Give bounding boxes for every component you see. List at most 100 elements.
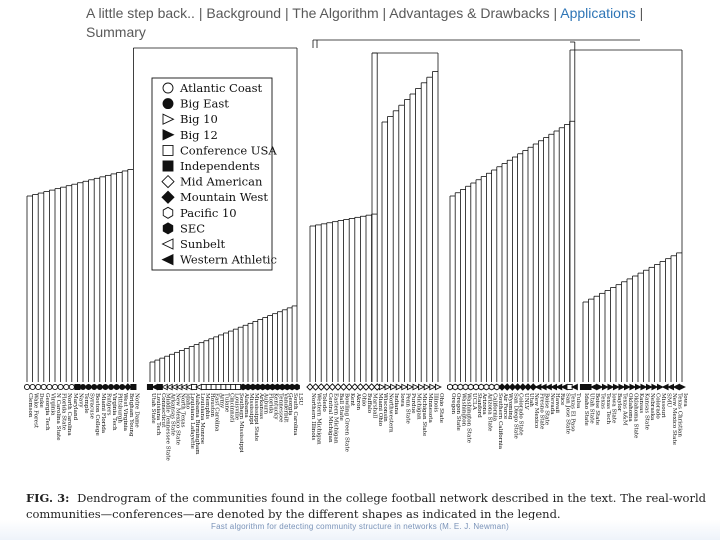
legend-label: Independents xyxy=(180,159,260,173)
team-marker xyxy=(457,383,464,391)
team-label: Fresno State xyxy=(538,393,544,430)
team-label: Connecticut xyxy=(160,393,166,428)
community-c6: Idaho State Utah State Boise State Texas Tex… xyxy=(582,250,688,446)
team-marker xyxy=(254,383,261,391)
team-label: SMU xyxy=(666,393,672,408)
legend-label: Mountain West xyxy=(180,190,268,204)
legend-label: Sunbelt xyxy=(180,237,226,251)
team-label: Mississippi State xyxy=(253,393,259,442)
team-marker xyxy=(306,383,314,391)
legend-marker xyxy=(162,160,174,172)
team-marker xyxy=(585,383,592,391)
figure-caption: FIG. 3: Dendrogram of the communities fo… xyxy=(26,490,706,522)
team-label: South Carolina xyxy=(292,393,298,436)
nav-link-1[interactable]: Background xyxy=(206,5,282,21)
team-marker xyxy=(40,383,47,391)
team-marker xyxy=(473,383,479,391)
team-label: Washington xyxy=(460,393,466,427)
team-marker xyxy=(412,383,420,391)
team-marker xyxy=(200,383,207,391)
team-label: Oklahoma xyxy=(627,393,633,422)
team-marker xyxy=(249,383,256,391)
nav-link-3[interactable]: Advantages & Drawbacks xyxy=(389,5,550,21)
team-marker xyxy=(651,383,659,391)
team-label: Purdue xyxy=(410,393,416,414)
team-label: Ball State xyxy=(338,393,344,421)
team-marker xyxy=(629,383,637,391)
team-marker xyxy=(434,383,442,391)
team-label: Florida xyxy=(268,393,274,414)
team-marker xyxy=(519,383,527,391)
team-marker xyxy=(367,383,376,391)
legend-label: Pacific 10 xyxy=(180,206,237,220)
team-label: Oregon xyxy=(450,393,456,415)
team-label: Utah xyxy=(528,393,534,407)
team-marker xyxy=(294,383,300,391)
nav-link-5[interactable]: Summary xyxy=(86,24,146,40)
team-marker xyxy=(328,383,337,391)
team-label: Rice xyxy=(559,393,565,406)
community-c1: Clemson Wake Forest Duke Georgia Tech Virgin… xyxy=(26,168,139,441)
team-marker xyxy=(401,383,409,391)
team-label: Eastern Michigan xyxy=(332,393,338,444)
team-marker xyxy=(351,383,359,391)
team-label: Auburn xyxy=(263,392,269,414)
team-marker xyxy=(634,383,642,391)
team-label: Georgia xyxy=(287,393,293,416)
team-marker xyxy=(107,383,115,391)
team-marker xyxy=(205,383,212,391)
nav-link-0[interactable]: A little step back.. xyxy=(86,5,195,21)
nav-separator: | xyxy=(281,5,293,21)
team-marker xyxy=(640,383,648,391)
team-label: Clemson xyxy=(27,393,33,418)
team-marker xyxy=(46,383,53,391)
team-label: Texas Tech xyxy=(605,393,611,424)
nav-link-2[interactable]: The Algorithm xyxy=(292,5,379,21)
team-marker xyxy=(96,383,103,391)
team-label: Kent xyxy=(349,393,355,407)
team-marker xyxy=(29,383,36,391)
team-marker xyxy=(423,383,431,391)
team-label: Washington State xyxy=(466,393,472,444)
team-label: Alabama xyxy=(243,392,249,418)
caption-label: FIG. 3: xyxy=(26,491,70,505)
legend-marker xyxy=(162,82,174,94)
team-label: New Mexico State xyxy=(175,393,181,446)
team-label: Arizona xyxy=(481,392,487,415)
team-label: San Jose State xyxy=(564,393,570,435)
team-label: Texas El Paso xyxy=(570,393,576,432)
team-label: Toledo xyxy=(321,393,327,412)
nav-link-4[interactable]: Applications xyxy=(560,5,636,21)
team-label: Utah State xyxy=(150,393,156,424)
nav-separator: | xyxy=(549,5,561,21)
team-marker xyxy=(447,383,453,391)
team-label: Alabama Birmingham xyxy=(194,392,200,455)
team-label: Colorado State xyxy=(518,393,524,436)
team-label: Utah State xyxy=(589,393,595,424)
legend-marker xyxy=(161,238,174,250)
team-label: Navy xyxy=(77,393,83,408)
team-label: Wisconsin xyxy=(382,393,388,422)
team-label: Miami Ohio xyxy=(377,393,383,427)
legend-label: Western Athletic xyxy=(180,253,277,267)
team-label: Southern Mississippi xyxy=(238,393,244,453)
team-marker xyxy=(23,383,31,391)
team-marker xyxy=(566,383,573,391)
team-label: North Carolina xyxy=(66,393,72,436)
team-label: Texas xyxy=(600,393,606,409)
team-label: California xyxy=(492,393,498,422)
team-marker xyxy=(645,383,653,391)
legend-marker xyxy=(162,206,174,219)
legend-label: Mid American xyxy=(180,175,263,189)
legend-marker xyxy=(162,144,174,156)
team-marker xyxy=(607,383,615,391)
team-label: Western Michigan xyxy=(316,393,322,445)
footer-band xyxy=(0,520,720,540)
community-c4: Wisconsin Northwestern Indiana Iowa Penn Sta… xyxy=(381,66,444,437)
caption-text: Dendrogram of the communities found in t… xyxy=(26,491,707,521)
team-marker xyxy=(245,383,251,391)
team-label: North Texas xyxy=(179,393,185,428)
team-label: Brigham Young xyxy=(128,393,134,437)
